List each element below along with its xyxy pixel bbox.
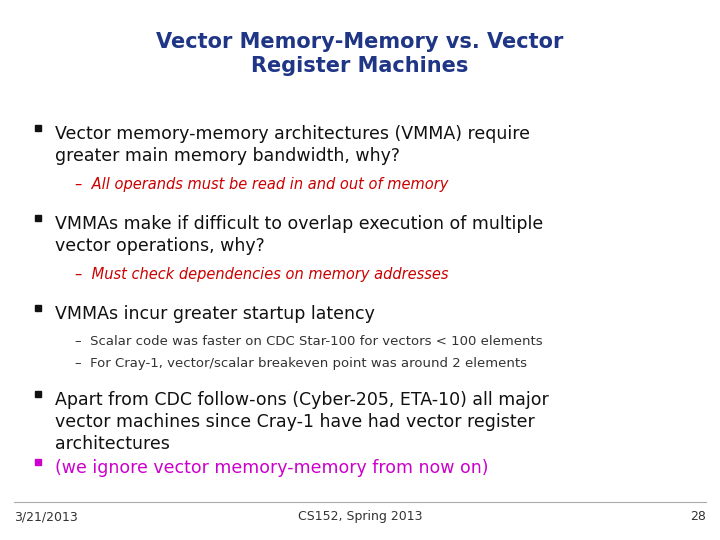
Text: Apart from CDC follow-ons (Cyber-205, ETA-10) all major
vector machines since Cr: Apart from CDC follow-ons (Cyber-205, ET… (55, 391, 549, 454)
Text: VMMAs incur greater startup latency: VMMAs incur greater startup latency (55, 305, 375, 323)
Text: –  For Cray-1, vector/scalar breakeven point was around 2 elements: – For Cray-1, vector/scalar breakeven po… (75, 357, 527, 370)
Text: (we ignore vector memory-memory from now on): (we ignore vector memory-memory from now… (55, 459, 488, 477)
Text: 3/21/2013: 3/21/2013 (14, 510, 78, 523)
Text: 28: 28 (690, 510, 706, 523)
Text: –  All operands must be read in and out of memory: – All operands must be read in and out o… (75, 177, 449, 192)
Text: –  Must check dependencies on memory addresses: – Must check dependencies on memory addr… (75, 267, 449, 282)
Text: –  Scalar code was faster on CDC Star-100 for vectors < 100 elements: – Scalar code was faster on CDC Star-100… (75, 335, 543, 348)
Text: Vector memory-memory architectures (VMMA) require
greater main memory bandwidth,: Vector memory-memory architectures (VMMA… (55, 125, 530, 165)
Text: VMMAs make if difficult to overlap execution of multiple
vector operations, why?: VMMAs make if difficult to overlap execu… (55, 215, 544, 255)
Text: Vector Memory-Memory vs. Vector
Register Machines: Vector Memory-Memory vs. Vector Register… (156, 32, 564, 76)
Text: CS152, Spring 2013: CS152, Spring 2013 (298, 510, 422, 523)
